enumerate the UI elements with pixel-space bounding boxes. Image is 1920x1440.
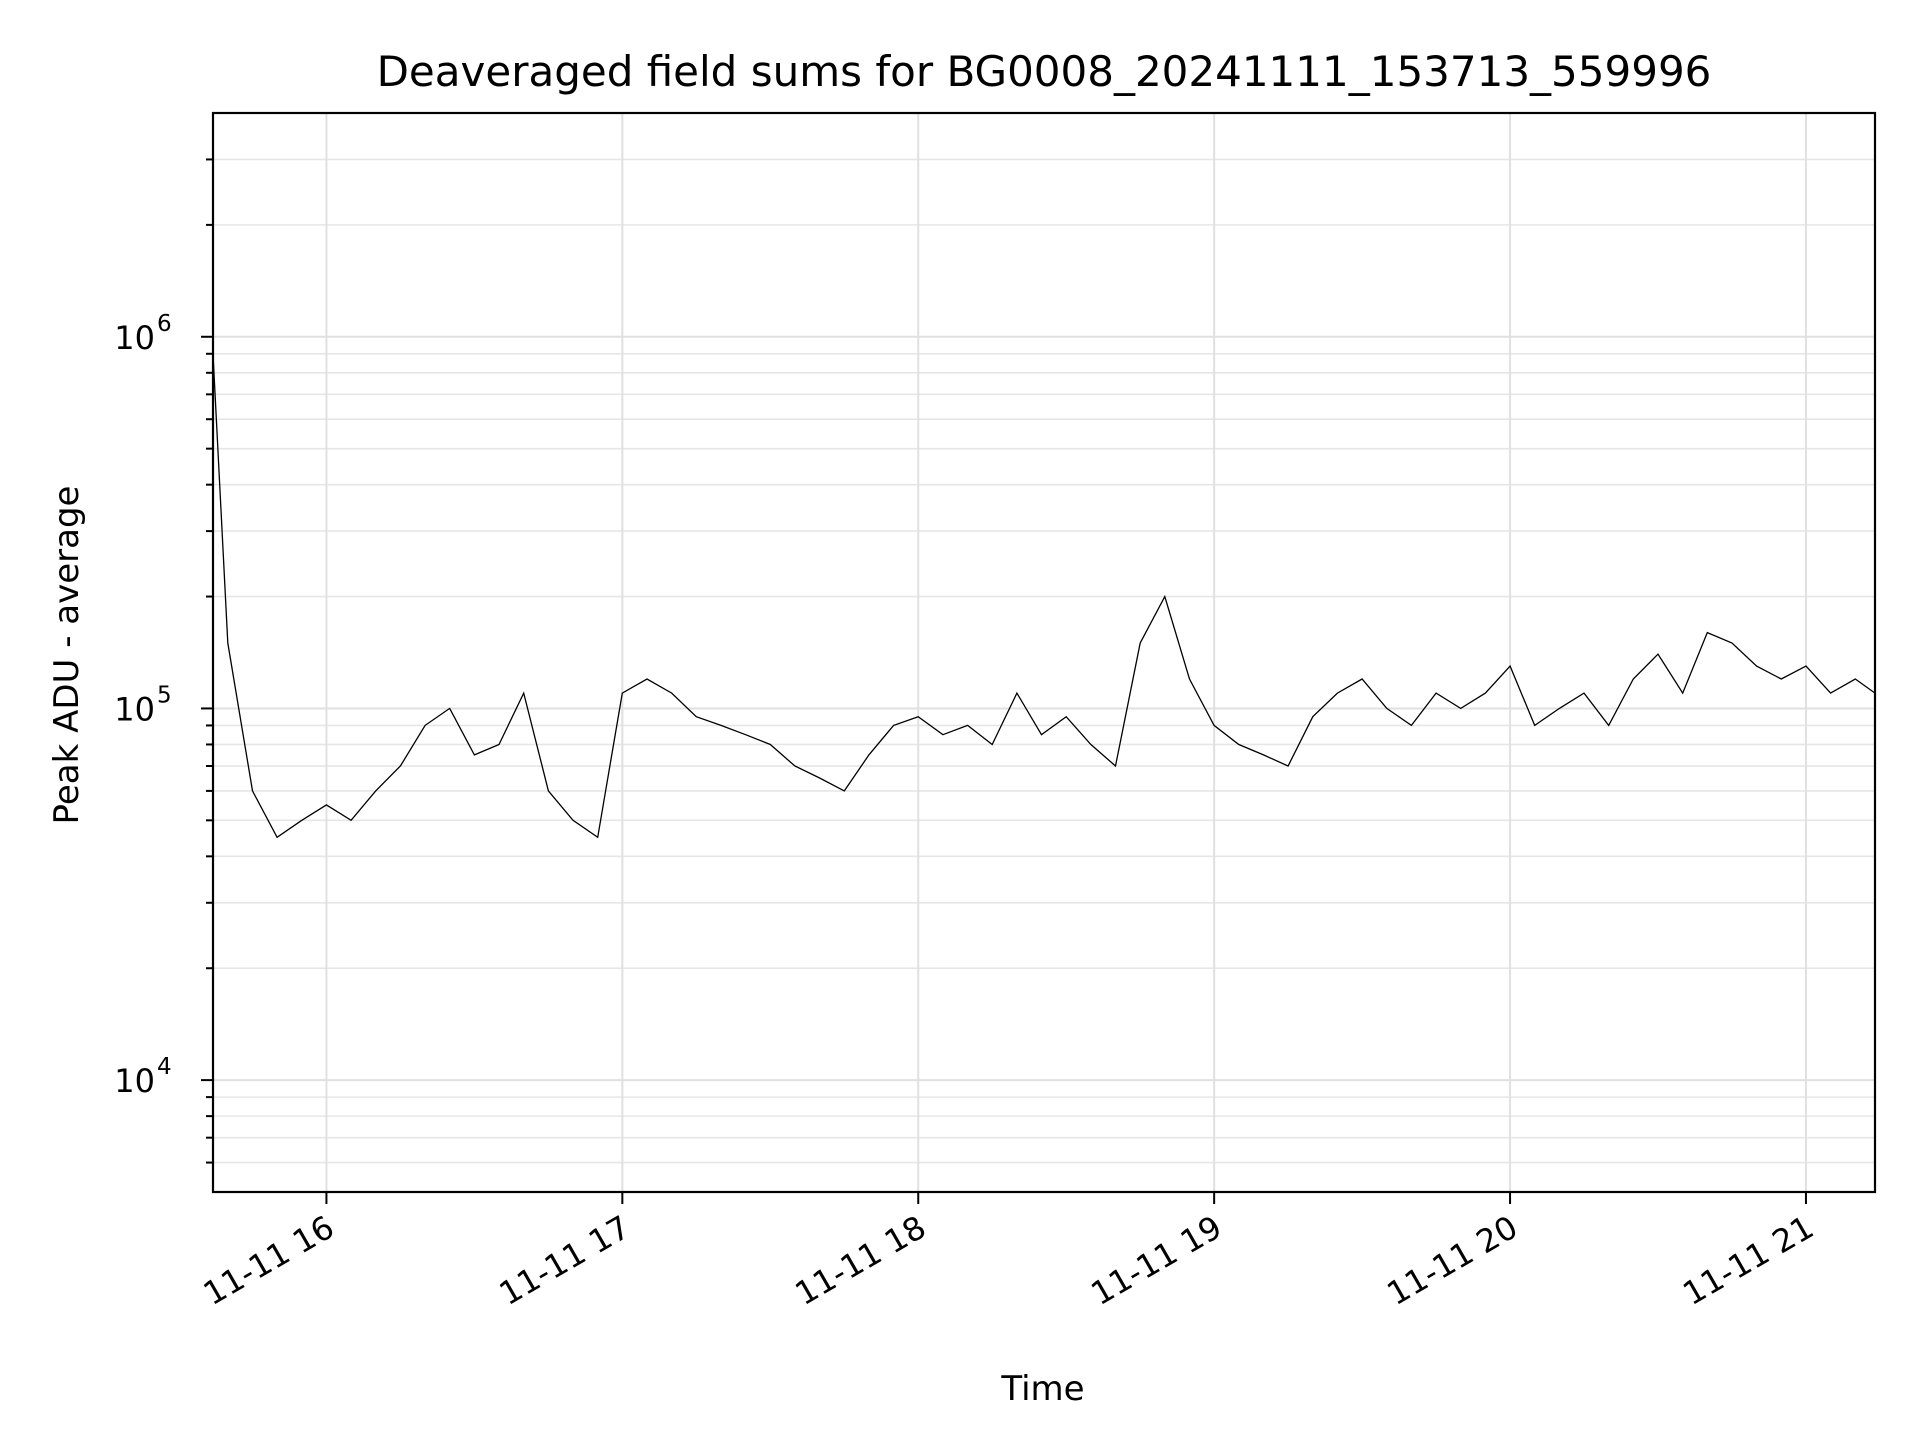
series-line bbox=[212, 353, 1876, 839]
y-tick-label: 10 bbox=[114, 1062, 155, 1100]
x-tick-label: 11-11 20 bbox=[1380, 1208, 1524, 1313]
plot-frame bbox=[211, 111, 1877, 1194]
x-tick-label: 11-11 18 bbox=[789, 1208, 933, 1313]
x-axis-label: Time bbox=[1000, 1369, 1084, 1409]
x-tick-label: 11-11 16 bbox=[197, 1208, 341, 1313]
y-tick-label: 10 bbox=[114, 319, 155, 357]
y-tick-label-exponent: 4 bbox=[157, 1054, 172, 1080]
x-tick-label: 11-11 19 bbox=[1085, 1208, 1229, 1313]
grid bbox=[213, 113, 1875, 1192]
x-tick-label: 11-11 17 bbox=[493, 1208, 637, 1313]
y-axis-label: Peak ADU - average bbox=[47, 486, 87, 825]
x-tick-label: 11-11 21 bbox=[1676, 1208, 1820, 1313]
y-tick-label: 10 bbox=[114, 690, 155, 728]
y-tick-label-exponent: 5 bbox=[157, 682, 172, 708]
y-tick-label-exponent: 6 bbox=[157, 311, 172, 337]
series bbox=[212, 353, 1876, 839]
chart-title: Deaveraged field sums for BG0008_2024111… bbox=[377, 47, 1712, 96]
